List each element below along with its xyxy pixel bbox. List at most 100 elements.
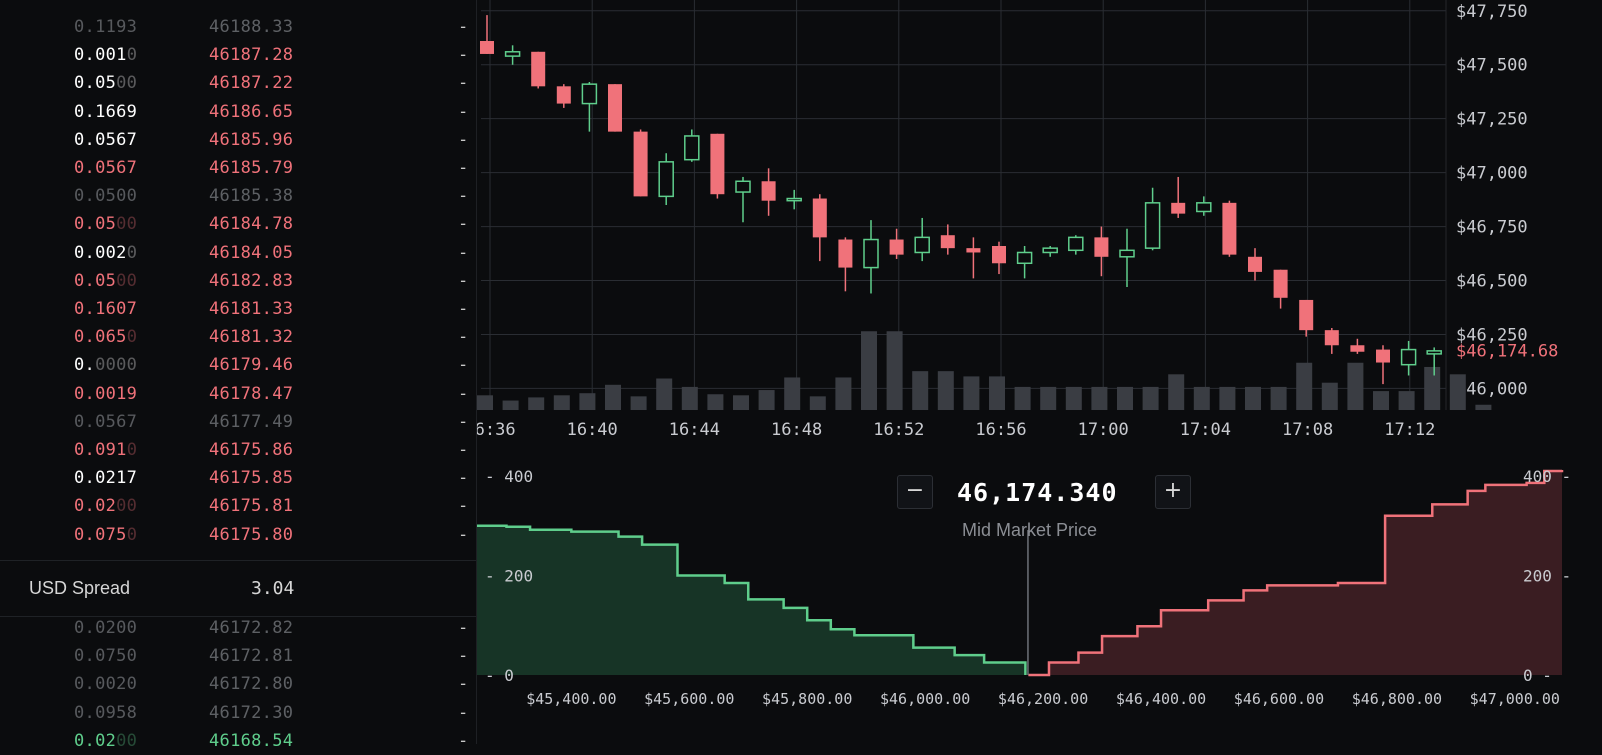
candle[interactable] [504,45,521,65]
order-book-row[interactable]: 0.0567 46177.49 - [0,408,476,436]
zoom-in-button[interactable]: + [1155,475,1191,509]
depth-x-tick: $46,400.00 [1116,690,1206,708]
candle[interactable] [1273,269,1288,309]
candle[interactable] [838,237,853,292]
candle[interactable] [531,51,546,89]
zoom-out-button[interactable]: − [897,475,933,509]
candle-body [1400,348,1417,366]
candle[interactable] [992,241,1006,275]
order-size-significant: 0.0567 [74,129,138,150]
order-book-row[interactable]: 0.0750 46172.81 - [0,642,476,670]
volume-bar [1117,386,1133,410]
volume-bar [1270,386,1287,410]
order-book-row[interactable]: 0.0567 46185.79 - [0,154,476,182]
candle-body [812,198,827,238]
order-book-row[interactable]: 0.0500 46184.78 - [0,210,476,238]
order-book-row[interactable]: 0.0750 46175.80 - [0,521,476,549]
depth-chart[interactable]: - 400 400 - - 200 200 - - 0 0 - $45,400.00 $45,… [477,440,1602,744]
candle-body [914,236,930,254]
volume-bar [605,384,621,410]
volume-bar [963,376,980,410]
order-book-row[interactable]: 0.1669 46186.65 - [0,98,476,126]
candle[interactable] [889,228,904,259]
candle[interactable] [1094,226,1109,277]
order-book-row[interactable]: 0.0000 46179.46 - [0,351,476,379]
my-size: - [458,327,469,348]
candle[interactable] [658,153,674,205]
depth-x-tick: $46,600.00 [1234,690,1324,708]
candle[interactable] [1324,328,1339,354]
order-book-row[interactable]: 0.0650 46181.32 - [0,323,476,351]
candle[interactable] [863,220,879,294]
candle[interactable] [1171,176,1186,218]
order-size: 0.1193 [74,17,137,37]
candle[interactable] [556,84,571,108]
volume-bar [989,376,1005,410]
candle[interactable] [812,194,827,262]
candle[interactable] [684,129,700,162]
order-book-row[interactable]: 0.0217 46175.85 - [0,464,476,492]
candle[interactable] [480,15,494,54]
candle[interactable] [1016,246,1033,279]
order-book-row[interactable]: 0.0200 46168.54 - [0,727,476,755]
volume-bar [1398,391,1415,410]
order-book-row[interactable]: 0.0910 46175.86 - [0,436,476,464]
candle-body [608,84,622,132]
candle[interactable] [1222,200,1237,257]
candle[interactable] [786,189,802,210]
price-chart[interactable]: $47,750 $47,500 $47,250 $47,000 $46,750 $46,5… [477,0,1602,440]
candle[interactable] [761,168,776,216]
my-size: - [458,242,469,263]
order-book-row[interactable]: 0.0010 46187.28 - [0,41,476,69]
order-book-row[interactable]: 0.1607 46181.33 - [0,295,476,323]
candle-body [940,235,955,249]
candle[interactable] [581,82,598,132]
candle[interactable] [1042,246,1058,257]
candle[interactable] [966,237,981,279]
order-size-significant: 0.05 [74,73,117,94]
candle[interactable] [914,217,930,262]
candle[interactable] [710,133,725,199]
order-book-row[interactable]: 0.0500 46185.38 - [0,182,476,210]
candle[interactable] [1299,299,1314,337]
candle[interactable] [1426,347,1442,376]
order-size-significant: 0.075 [74,524,127,545]
order-book-row[interactable]: 0.0020 46184.05 - [0,239,476,267]
my-size: - [458,129,469,150]
candle-body [761,181,776,201]
candle[interactable] [1376,345,1390,385]
order-size-trailing: 00 [116,73,138,94]
volume-bar [835,377,852,410]
candle-body [1324,330,1339,346]
my-size: - [458,270,469,291]
order-size: 0.0750 [74,525,137,545]
time-axis-tick: 16:40 [567,420,618,440]
candle[interactable] [1248,248,1262,281]
candle[interactable] [633,129,648,197]
candle[interactable] [608,84,622,132]
candle[interactable] [1144,187,1161,251]
candle-body [1299,299,1314,331]
candle[interactable] [1119,228,1135,287]
candle[interactable] [1350,338,1365,354]
bid-depth-line [477,524,1027,675]
order-book-row[interactable]: 0.0500 46182.83 - [0,267,476,295]
candle[interactable] [1400,340,1417,376]
order-book-row[interactable]: 0.0958 46172.30 - [0,699,476,727]
candle[interactable] [1068,235,1084,255]
candle[interactable] [1196,196,1212,216]
order-book-row[interactable]: 0.0200 46172.82 - [0,614,476,642]
my-size: - [458,440,469,460]
candle-body [863,238,879,269]
order-book-row[interactable]: 0.0567 46185.96 - [0,126,476,154]
volume-bar [1424,366,1441,410]
order-book-row[interactable]: 0.0020 46172.80 - [0,670,476,698]
depth-y-tick-left: - 400 [485,467,533,486]
candle[interactable] [940,224,955,255]
price-axis-tick: $46,500 [1456,272,1528,292]
order-book-row[interactable]: 0.0019 46178.47 - [0,380,476,408]
order-book-row[interactable]: 0.0200 46175.81 - [0,492,476,520]
candle[interactable] [735,176,751,223]
order-book-row[interactable]: 0.0500 46187.22 - [0,69,476,97]
order-book-row[interactable]: 0.1193 46188.33 - [0,13,476,41]
